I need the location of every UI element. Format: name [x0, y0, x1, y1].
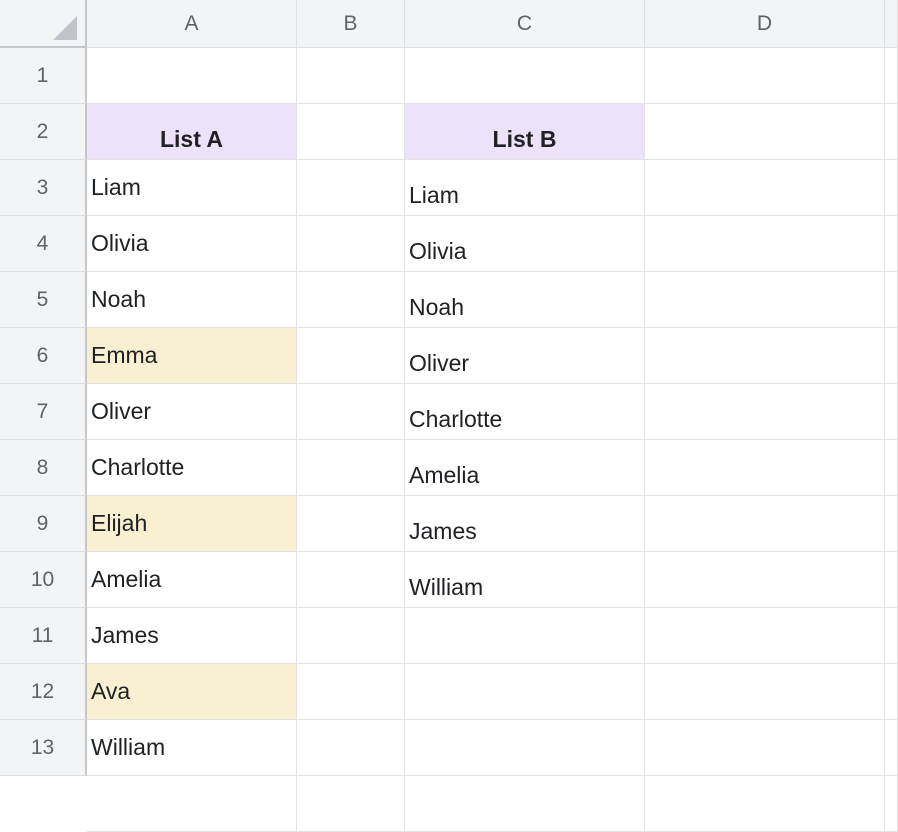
cell[interactable] — [645, 552, 885, 608]
list-a-item[interactable]: William — [87, 720, 297, 776]
list-a-item[interactable]: Charlotte — [87, 440, 297, 496]
cell[interactable] — [645, 608, 885, 664]
cell[interactable] — [405, 48, 645, 104]
list-a-item[interactable]: Noah — [87, 272, 297, 328]
cell[interactable] — [885, 104, 898, 160]
list-a-item[interactable]: Elijah — [87, 496, 297, 552]
list-a-item[interactable]: Olivia — [87, 216, 297, 272]
list-a-item[interactable]: Emma — [87, 328, 297, 384]
list-b-item[interactable]: Amelia — [405, 440, 645, 496]
list-a-item[interactable]: Amelia — [87, 552, 297, 608]
cell[interactable] — [297, 48, 405, 104]
list-b-item[interactable]: Charlotte — [405, 384, 645, 440]
row-header-2[interactable]: 2 — [0, 104, 87, 160]
list-a-item[interactable]: James — [87, 608, 297, 664]
cell[interactable] — [885, 776, 898, 832]
list-b-item[interactable]: Noah — [405, 272, 645, 328]
cell[interactable] — [885, 720, 898, 776]
row-header-8[interactable]: 8 — [0, 440, 87, 496]
cell[interactable] — [87, 48, 297, 104]
cell[interactable] — [885, 608, 898, 664]
list-a-header[interactable]: List A — [87, 104, 297, 160]
cell[interactable] — [885, 216, 898, 272]
cell[interactable] — [885, 48, 898, 104]
list-b-item[interactable]: Oliver — [405, 328, 645, 384]
cell[interactable] — [297, 216, 405, 272]
cell[interactable] — [297, 720, 405, 776]
cell[interactable] — [87, 776, 297, 832]
cell[interactable] — [405, 664, 645, 720]
cell[interactable] — [645, 440, 885, 496]
row-header-13[interactable]: 13 — [0, 720, 87, 776]
list-a-item[interactable]: Liam — [87, 160, 297, 216]
list-b-item[interactable]: William — [405, 552, 645, 608]
cell[interactable] — [645, 776, 885, 832]
cell[interactable] — [885, 440, 898, 496]
list-a-item[interactable]: Ava — [87, 664, 297, 720]
row-header-7[interactable]: 7 — [0, 384, 87, 440]
cell[interactable] — [885, 160, 898, 216]
cell[interactable] — [885, 328, 898, 384]
column-header-extra[interactable] — [885, 0, 898, 48]
row-header-4[interactable]: 4 — [0, 216, 87, 272]
column-header-c[interactable]: C — [405, 0, 645, 48]
column-header-b[interactable]: B — [297, 0, 405, 48]
cell[interactable] — [645, 720, 885, 776]
cell[interactable] — [405, 776, 645, 832]
select-all-corner[interactable] — [0, 0, 87, 48]
row-header-9[interactable]: 9 — [0, 496, 87, 552]
cell[interactable] — [885, 384, 898, 440]
column-header-a[interactable]: A — [87, 0, 297, 48]
cell[interactable] — [297, 160, 405, 216]
list-b-item[interactable]: James — [405, 496, 645, 552]
column-header-d[interactable]: D — [645, 0, 885, 48]
cell[interactable] — [885, 496, 898, 552]
cell[interactable] — [645, 104, 885, 160]
cell[interactable] — [297, 552, 405, 608]
list-b-header[interactable]: List B — [405, 104, 645, 160]
row-header-6[interactable]: 6 — [0, 328, 87, 384]
list-b-item[interactable]: Liam — [405, 160, 645, 216]
cell[interactable] — [297, 496, 405, 552]
row-header-5[interactable]: 5 — [0, 272, 87, 328]
cell[interactable] — [297, 272, 405, 328]
cell[interactable] — [297, 328, 405, 384]
cell[interactable] — [645, 48, 885, 104]
cell[interactable] — [885, 664, 898, 720]
cell[interactable] — [645, 328, 885, 384]
row-header-10[interactable]: 10 — [0, 552, 87, 608]
row-header-1[interactable]: 1 — [0, 48, 87, 104]
cell[interactable] — [297, 104, 405, 160]
cell[interactable] — [297, 664, 405, 720]
row-header-3[interactable]: 3 — [0, 160, 87, 216]
cell[interactable] — [885, 272, 898, 328]
cell[interactable] — [645, 384, 885, 440]
cell[interactable] — [645, 216, 885, 272]
corner-triangle-icon — [53, 16, 77, 40]
cell[interactable] — [297, 384, 405, 440]
cell[interactable] — [297, 608, 405, 664]
cell[interactable] — [645, 160, 885, 216]
row-header-11[interactable]: 11 — [0, 608, 87, 664]
list-a-item[interactable]: Oliver — [87, 384, 297, 440]
cell[interactable] — [405, 608, 645, 664]
cell[interactable] — [645, 664, 885, 720]
cell[interactable] — [885, 552, 898, 608]
list-b-item[interactable]: Olivia — [405, 216, 645, 272]
cell[interactable] — [645, 496, 885, 552]
cell[interactable] — [297, 776, 405, 832]
cell[interactable] — [297, 440, 405, 496]
row-header-12[interactable]: 12 — [0, 664, 87, 720]
cell[interactable] — [645, 272, 885, 328]
cell[interactable] — [405, 720, 645, 776]
